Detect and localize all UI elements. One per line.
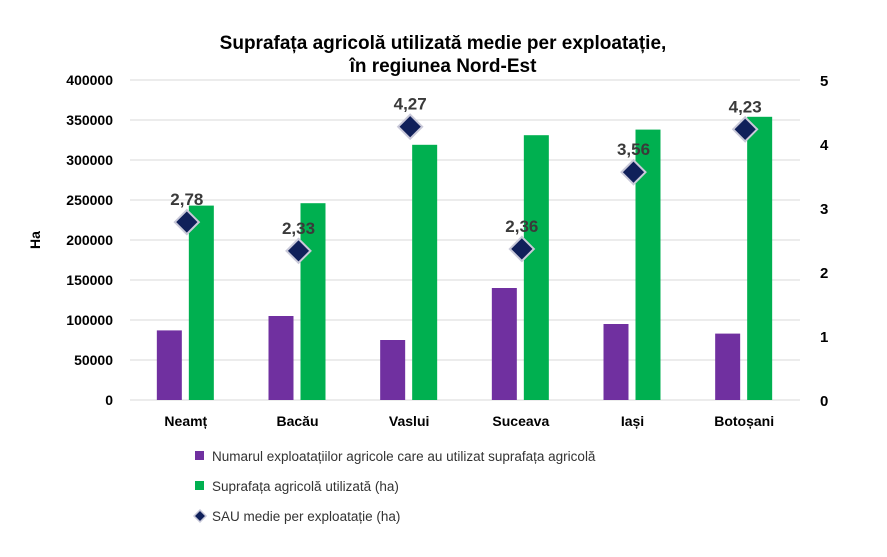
bar-suprafata: [412, 144, 438, 400]
data-label: 4,23: [729, 97, 762, 116]
y-axis-ticks: 0 50000 100000 150000 200000 250000 300000 3500…: [66, 72, 113, 408]
x-tick-label: Bacău: [276, 413, 318, 429]
sau-marker: [285, 237, 312, 265]
x-tick-label: Neamț: [164, 413, 207, 429]
legend-label: Numarul exploatațiilor agricole care au …: [212, 449, 596, 464]
x-tick-label: Botoșani: [714, 413, 774, 429]
bar-exploatatii: [715, 333, 741, 400]
y-tick-label: 300000: [66, 152, 113, 168]
legend: Numarul exploatațiilor agricole care au …: [192, 449, 596, 524]
y-tick-label: 400000: [66, 72, 113, 88]
x-tick-label: Vaslui: [389, 413, 429, 429]
bar-suprafata: [188, 205, 214, 400]
sau-marker: [731, 115, 759, 143]
y2-tick-label: 5: [820, 73, 828, 90]
y-tick-label: 150000: [66, 272, 113, 288]
y-axis-label: Ha: [27, 231, 43, 249]
legend-swatch: [195, 481, 204, 490]
chart-title: Suprafața agricolă utilizată medie per e…: [220, 33, 667, 77]
x-tick-label: Iași: [621, 413, 644, 429]
y2-tick-label: 1: [820, 329, 828, 346]
y-tick-label: 100000: [66, 312, 113, 328]
chart-title-line-1: Suprafața agricolă utilizată medie per e…: [220, 33, 667, 54]
bar-exploatatii: [491, 288, 517, 400]
legend-label: Suprafața agricolă utilizată (ha): [212, 479, 399, 494]
markers: 2,78 2,33 4,27 2,36 3,56 4,23: [170, 95, 762, 265]
gridlines: [130, 79, 800, 401]
bar-suprafata: [300, 203, 326, 400]
y-tick-label: 50000: [74, 352, 113, 368]
legend-swatch-marker: [192, 508, 208, 524]
sau-marker: [173, 208, 201, 236]
bar-exploatatii: [268, 316, 294, 400]
y2-tick-label: 2: [820, 265, 828, 282]
sau-marker: [396, 113, 424, 141]
legend-label: SAU medie per exploatație (ha): [212, 509, 400, 524]
bar-exploatatii: [603, 324, 629, 400]
bar-exploatatii: [156, 330, 182, 400]
y-tick-label: 0: [105, 392, 113, 408]
x-tick-label: Suceava: [492, 413, 549, 429]
data-label: 3,56: [617, 140, 650, 159]
bars: [156, 116, 773, 401]
legend-swatch: [195, 451, 204, 460]
bar-suprafata: [523, 135, 549, 400]
y-tick-label: 350000: [66, 112, 113, 128]
data-label: 2,36: [505, 217, 538, 236]
y-tick-label: 200000: [66, 232, 113, 248]
chart-title-line-2: în regiunea Nord-Est: [349, 56, 538, 77]
y2-tick-label: 0: [820, 393, 828, 410]
y2-tick-label: 4: [820, 137, 829, 154]
bar-exploatatii: [380, 340, 406, 400]
x-axis-ticks: Neamț Bacău Vaslui Suceava Iași Botoșani: [164, 413, 774, 429]
y-tick-label: 250000: [66, 192, 113, 208]
data-label: 2,33: [282, 219, 315, 238]
sau-marker: [620, 158, 647, 186]
y2-axis-ticks: 0 1 2 3 4 5: [820, 73, 829, 410]
data-label: 2,78: [170, 190, 203, 209]
y2-tick-label: 3: [820, 201, 828, 218]
sau-marker: [508, 235, 536, 263]
data-label: 4,27: [394, 95, 427, 114]
bar-suprafata: [747, 116, 773, 401]
